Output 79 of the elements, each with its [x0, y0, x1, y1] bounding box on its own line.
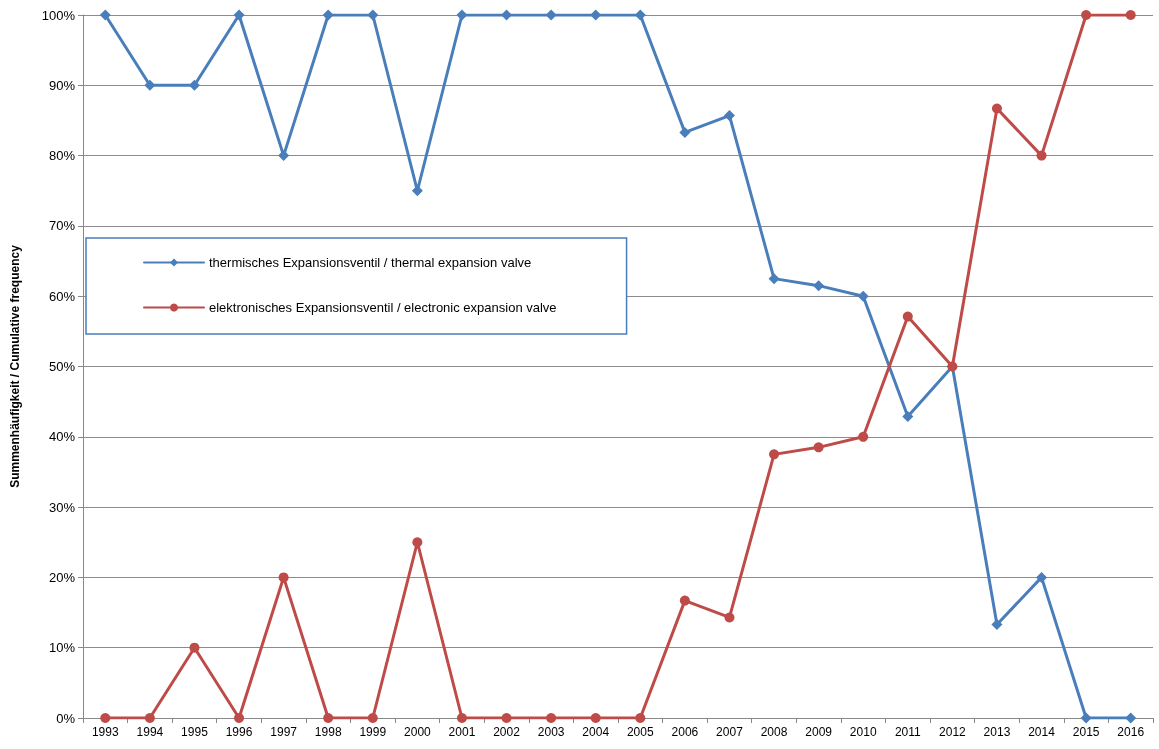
x-tick-label: 1994 — [136, 725, 164, 739]
x-tick-label: 2000 — [404, 725, 432, 739]
y-tick-label: 50% — [48, 359, 76, 374]
x-tick-label: 2003 — [537, 725, 565, 739]
point — [991, 103, 1002, 114]
point — [769, 449, 780, 460]
point — [144, 713, 155, 723]
x-tick-label: 2002 — [493, 725, 521, 739]
point — [323, 713, 334, 723]
y-tick-label: 100% — [41, 7, 76, 23]
point — [144, 79, 156, 91]
point — [278, 150, 290, 162]
legend-label: elektronisches Expansionsventil / electronic expansion valve — [209, 300, 557, 315]
point — [857, 290, 869, 302]
x-tick-label: 2005 — [626, 725, 654, 739]
x-tick-label: 2004 — [582, 725, 610, 739]
point — [1036, 150, 1047, 161]
x-tick-label: 2008 — [760, 725, 788, 739]
y-tick-label: 0% — [56, 710, 76, 726]
point — [813, 280, 825, 292]
point — [991, 619, 1003, 630]
x-tick-label: 2006 — [671, 725, 699, 739]
point — [590, 713, 601, 723]
point — [768, 273, 780, 285]
point — [1125, 10, 1136, 20]
x-tick-label: 1999 — [359, 725, 387, 739]
x-tick-label: 2015 — [1072, 725, 1100, 739]
x-tick-label: 2012 — [939, 725, 967, 739]
point — [679, 595, 690, 606]
point — [545, 9, 557, 21]
point — [233, 9, 245, 21]
point — [1125, 712, 1137, 724]
point — [723, 110, 735, 122]
point — [234, 713, 245, 723]
x-tick-label: 1996 — [225, 725, 253, 739]
point — [278, 572, 289, 583]
y-tick-label: 10% — [48, 640, 76, 656]
point — [902, 410, 914, 422]
x-tick-label: 2010 — [849, 725, 877, 739]
x-tick-label: 2001 — [448, 725, 476, 739]
y-tick-label: 80% — [48, 148, 76, 164]
point — [456, 9, 468, 21]
point — [99, 9, 111, 21]
x-tick-label: 1998 — [314, 725, 342, 739]
point — [1080, 712, 1092, 724]
point — [546, 713, 557, 723]
point — [1081, 10, 1092, 20]
x-tick-label: 2014 — [1028, 725, 1056, 739]
y-axis-title: Summenhäufigkeit / Cumulative frequency — [8, 244, 22, 488]
point — [367, 713, 378, 723]
y-tick-label: 70% — [48, 218, 76, 234]
x-tick-label: 2007 — [716, 725, 744, 739]
point — [412, 537, 423, 548]
x-tick-label: 2013 — [983, 725, 1011, 739]
point — [456, 713, 467, 723]
y-tick-label: 30% — [48, 499, 76, 515]
legend-label: thermisches Expansionsventil / thermal expansion valve — [209, 255, 532, 270]
point — [100, 713, 111, 723]
y-tick-label: 90% — [48, 77, 76, 93]
point — [322, 9, 334, 21]
x-tick-label: 1993 — [91, 725, 119, 739]
x-tick-label: 1995 — [181, 725, 209, 739]
y-tick-label: 20% — [48, 569, 76, 585]
point — [1036, 571, 1048, 583]
point — [858, 431, 869, 442]
point — [902, 311, 913, 322]
point — [635, 713, 646, 723]
point — [367, 9, 379, 21]
x-tick-label: 2011 — [894, 725, 922, 739]
point — [679, 126, 691, 138]
point — [189, 642, 200, 653]
y-tick-label: 60% — [48, 288, 76, 304]
x-tick-label: 2016 — [1117, 725, 1145, 739]
point — [813, 442, 824, 453]
point — [501, 713, 512, 723]
x-tick-label: 2009 — [805, 725, 833, 739]
y-tick-label: 40% — [48, 429, 76, 445]
point — [724, 612, 735, 623]
x-tick-label: 1997 — [270, 725, 298, 739]
